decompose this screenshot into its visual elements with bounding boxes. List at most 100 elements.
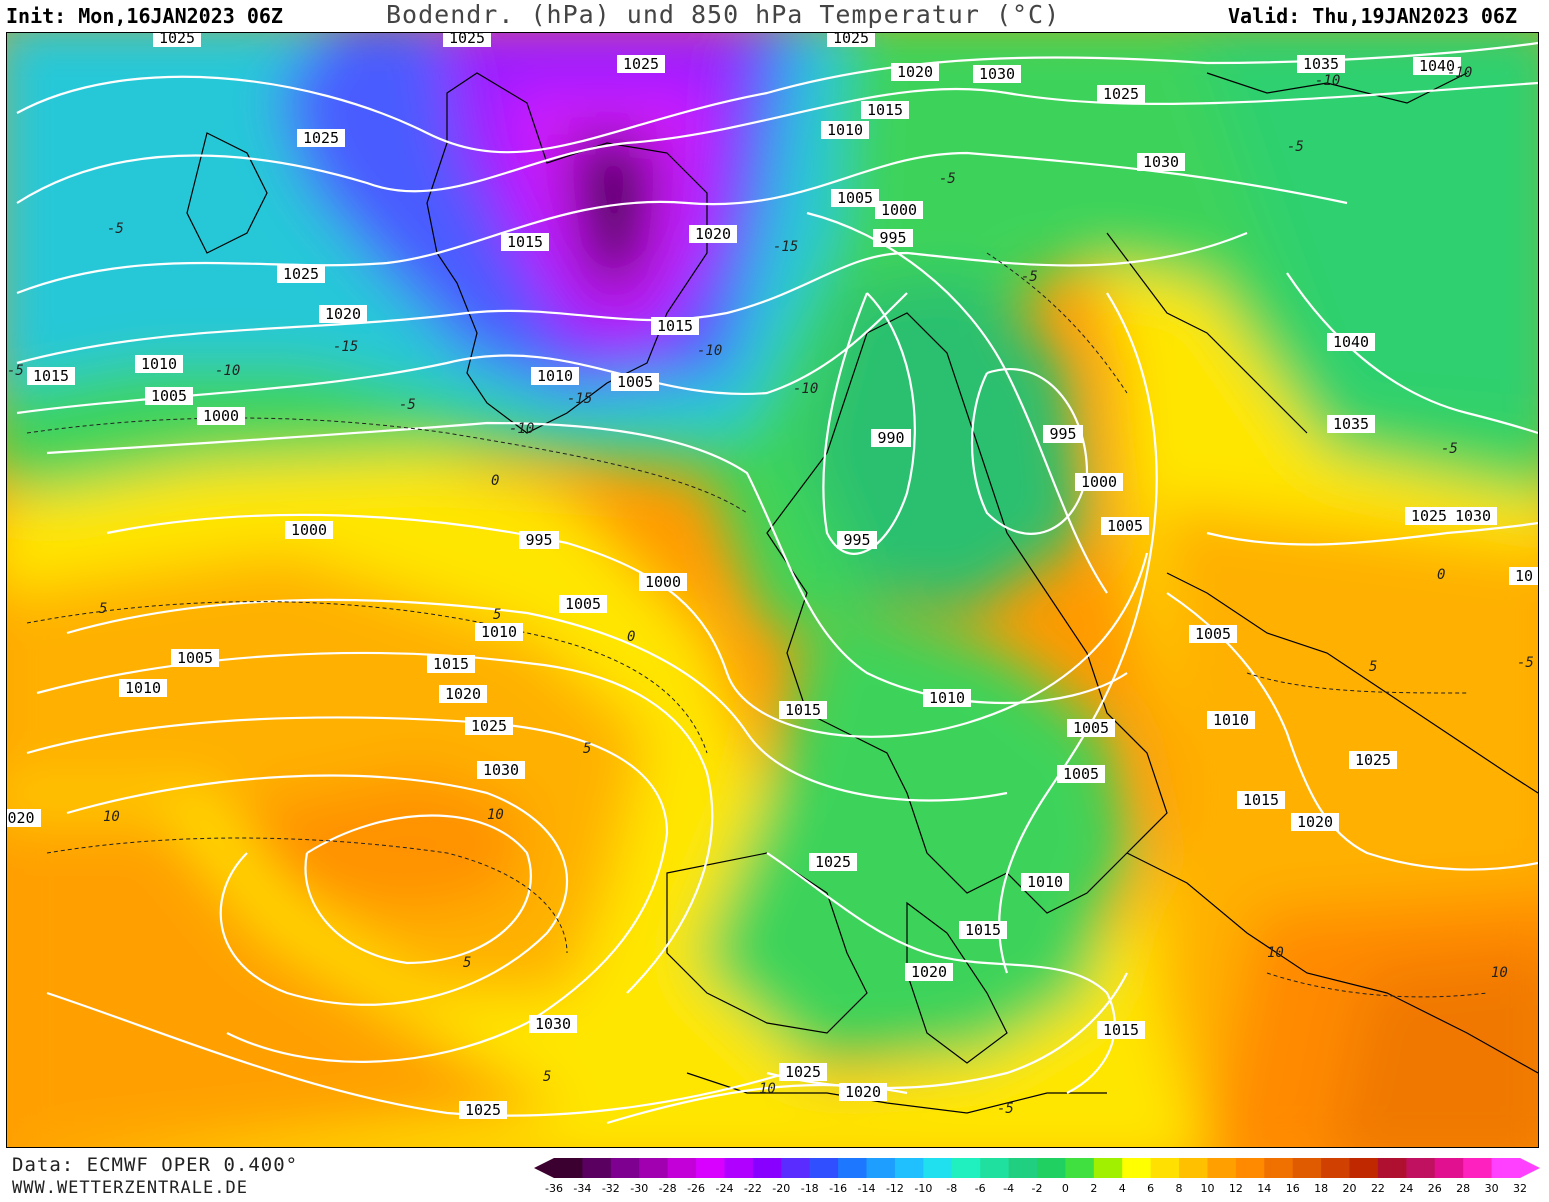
svg-text:-5: -5	[939, 171, 956, 187]
svg-text:1040: 1040	[1333, 333, 1369, 351]
svg-text:-10: -10	[793, 381, 818, 397]
colorbar-tick-label: 24	[1399, 1182, 1413, 1195]
svg-text:5: 5	[543, 1069, 551, 1085]
svg-text:1025: 1025	[465, 1101, 501, 1119]
svg-text:1010: 1010	[1213, 711, 1249, 729]
svg-text:1025: 1025	[471, 717, 507, 735]
svg-text:0: 0	[491, 473, 499, 489]
colorbar-swatch	[1349, 1158, 1379, 1178]
svg-text:1025: 1025	[1355, 751, 1391, 769]
svg-text:-5: -5	[1441, 441, 1458, 457]
colorbar-swatch	[838, 1158, 868, 1178]
colorbar-swatch	[1065, 1158, 1095, 1178]
svg-text:1025: 1025	[815, 853, 851, 871]
svg-text:1015: 1015	[867, 101, 903, 119]
temperature-colorbar: -36 -34 -32 -30 -28 -26 -24 -22 -20 -18 -16 -14 -12-…	[534, 1154, 1540, 1198]
colorbar-arrow-low	[534, 1158, 554, 1178]
colorbar-tick-label: 8	[1176, 1182, 1183, 1195]
colorbar-tick-label: 20	[1343, 1182, 1357, 1195]
colorbar-swatch	[1463, 1158, 1493, 1178]
svg-text:5: 5	[583, 741, 591, 757]
svg-text:1025: 1025	[303, 129, 339, 147]
svg-text:1035: 1035	[1333, 415, 1369, 433]
svg-text:-10: -10	[509, 421, 534, 437]
svg-text:1010: 1010	[481, 623, 517, 641]
colorbar-swatch	[1037, 1158, 1066, 1178]
colorbar-swatch	[1434, 1158, 1464, 1178]
svg-text:1000: 1000	[291, 521, 327, 539]
colorbar-tick-label: 0	[1062, 1182, 1069, 1195]
svg-text:1005: 1005	[1063, 765, 1099, 783]
colorbar-swatch	[866, 1158, 896, 1178]
svg-text:1015: 1015	[657, 317, 693, 335]
valid-time: Valid: Thu,19JAN2023 06Z	[1228, 4, 1517, 28]
colorbar-swatch	[1122, 1158, 1152, 1178]
weather-map: 1025 1025 1025 1025 1020 1030 1025 1035 …	[6, 32, 1539, 1148]
svg-text:5: 5	[493, 607, 501, 623]
colorbar-swatch	[667, 1158, 697, 1178]
svg-text:5: 5	[99, 601, 107, 617]
colorbar-tick-label: 32	[1513, 1182, 1527, 1195]
colorbar-tick-label: 16	[1286, 1182, 1300, 1195]
svg-text:1025: 1025	[159, 33, 195, 47]
svg-text:995: 995	[879, 229, 906, 247]
svg-text:1005: 1005	[177, 649, 213, 667]
colorbar-tick-label: 18	[1314, 1182, 1328, 1195]
svg-text:-5: -5	[997, 1101, 1014, 1117]
website-link[interactable]: WWW.WETTERZENTRALE.DE	[12, 1178, 248, 1198]
colorbar-swatch	[696, 1158, 725, 1178]
colorbar-tick-label: 6	[1147, 1182, 1154, 1195]
svg-text:1010: 1010	[141, 355, 177, 373]
svg-text:1005: 1005	[1073, 719, 1109, 737]
svg-text:1000: 1000	[203, 407, 239, 425]
svg-text:1030: 1030	[483, 761, 519, 779]
svg-text:-5: -5	[399, 397, 416, 413]
svg-text:1010: 1010	[1027, 873, 1063, 891]
svg-text:5: 5	[1369, 659, 1377, 675]
svg-text:1020: 1020	[325, 305, 361, 323]
svg-text:10: 10	[759, 1081, 776, 1097]
colorbar-tick-label: 22	[1371, 1182, 1385, 1195]
colorbar-tick-label: -36	[545, 1182, 563, 1195]
colorbar-swatch	[1093, 1158, 1123, 1178]
colorbar-swatch	[1491, 1158, 1521, 1178]
colorbar-tick-label: -8	[946, 1182, 957, 1195]
svg-text:1030: 1030	[1143, 153, 1179, 171]
colorbar-swatch	[781, 1158, 811, 1178]
colorbar-swatch	[1207, 1158, 1237, 1178]
colorbar-tick-label: -16	[829, 1182, 847, 1195]
colorbar-tick-label: -18	[801, 1182, 819, 1195]
svg-text:1015: 1015	[785, 701, 821, 719]
svg-text:0: 0	[1437, 567, 1445, 583]
svg-text:1025: 1025	[785, 1063, 821, 1081]
footer: Data: ECMWF OPER 0.400° WWW.WETTERZENTRA…	[0, 1148, 1549, 1200]
colorbar-tick-label: 30	[1485, 1182, 1499, 1195]
svg-text:1005: 1005	[1107, 517, 1143, 535]
colorbar-tick-label: 14	[1257, 1182, 1271, 1195]
svg-text:10: 10	[1491, 965, 1508, 981]
svg-text:1025: 1025	[283, 265, 319, 283]
colorbar-swatch	[724, 1158, 754, 1178]
svg-text:990: 990	[877, 429, 904, 447]
svg-text:1030: 1030	[979, 65, 1015, 83]
data-source: Data: ECMWF OPER 0.400°	[12, 1154, 299, 1176]
map-canvas: 1025 1025 1025 1025 1020 1030 1025 1035 …	[7, 33, 1538, 1147]
svg-text:1015: 1015	[507, 233, 543, 251]
chart-title: Bodendr. (hPa) und 850 hPa Temperatur (°…	[386, 0, 1061, 29]
colorbar-swatch	[923, 1158, 953, 1178]
svg-text:1025: 1025	[623, 55, 659, 73]
colorbar-tick-label: -20	[772, 1182, 790, 1195]
colorbar-swatch	[1292, 1158, 1322, 1178]
svg-text:1010: 1010	[537, 367, 573, 385]
svg-text:1020: 1020	[695, 225, 731, 243]
svg-text:-15: -15	[773, 239, 798, 255]
temperature-isotherms	[26, 252, 1488, 998]
colorbar-tick-label: -2	[1032, 1182, 1043, 1195]
colorbar-tick-label: -14	[858, 1182, 876, 1195]
svg-text:1000: 1000	[1081, 473, 1117, 491]
colorbar-tick-label: -30	[630, 1182, 648, 1195]
colorbar-swatch	[752, 1158, 782, 1178]
colorbar-swatch	[809, 1158, 839, 1178]
svg-text:-5: -5	[1517, 655, 1534, 671]
colorbar-swatch	[554, 1158, 583, 1178]
